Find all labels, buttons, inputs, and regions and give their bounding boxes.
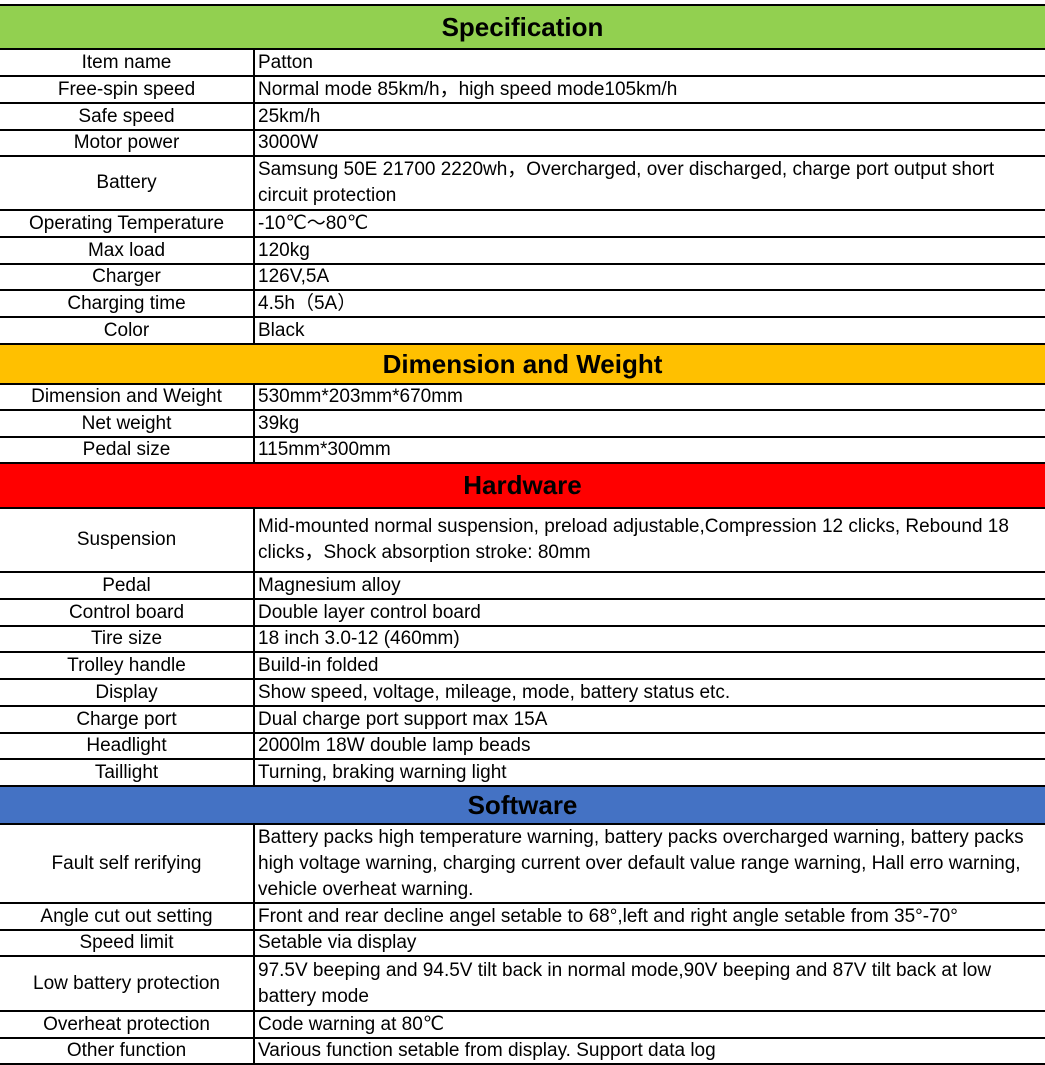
row-value: Setable via display (258, 932, 417, 953)
row-value: 97.5V beeping and 94.5V tilt back in nor… (258, 959, 992, 1007)
section-header-software: Software (0, 787, 1045, 825)
row-label-charging-time: Charging time (0, 291, 255, 316)
section-header-specification: Specification (0, 6, 1045, 50)
table-row: Tire size 18 inch 3.0-12 (460mm) (0, 627, 1045, 653)
row-value: Front and rear decline angel setable to … (258, 905, 958, 927)
row-label-overheat-protection: Overheat protection (0, 1012, 255, 1037)
table-row: Overheat protection Code warning at 80℃ (0, 1012, 1045, 1039)
row-value: Black (258, 319, 305, 341)
row-value: Turning, braking warning light (258, 761, 507, 783)
row-value: 25km/h (258, 105, 321, 127)
table-row: Safe speed 25km/h (0, 104, 1045, 131)
table-row: Taillight Turning, braking warning light (0, 760, 1045, 787)
row-value: 18 inch 3.0-12 (460mm) (258, 628, 460, 649)
row-label-taillight: Taillight (0, 760, 255, 785)
row-value: Code warning at 80℃ (258, 1013, 445, 1035)
table-row: Other function Various function setable f… (0, 1039, 1045, 1065)
row-value: 3000W (258, 132, 319, 153)
table-row: Pedal size 115mm*300mm (0, 438, 1045, 464)
row-value: Various function setable from display. S… (258, 1040, 716, 1061)
row-value: 120kg (258, 239, 310, 261)
row-label-fault-self-rerifying: Fault self rerifying (0, 825, 255, 902)
row-value: Normal mode 85km/h，high speed mode105km/… (258, 78, 678, 100)
row-label-display: Display (0, 680, 255, 705)
row-label-max-load: Max load (0, 238, 255, 263)
row-value: Patton (258, 51, 313, 73)
row-label-charger: Charger (0, 265, 255, 289)
row-value: 115mm*300mm (258, 439, 391, 460)
table-row: Low battery protection 97.5V beeping and … (0, 957, 1045, 1012)
row-label-control-board: Control board (0, 600, 255, 625)
row-value: Build-in folded (258, 654, 379, 676)
row-value: Double layer control board (258, 601, 481, 623)
table-row: Charging time 4.5h（5A） (0, 291, 1045, 318)
row-value: Show speed, voltage, mileage, mode, batt… (258, 681, 731, 703)
row-label-operating-temperature: Operating Temperature (0, 211, 255, 236)
table-row: Trolley handle Build-in folded (0, 653, 1045, 680)
row-value: 126V,5A (258, 266, 330, 287)
table-row: Headlight 2000lm 18W double lamp beads (0, 734, 1045, 760)
row-label-color: Color (0, 318, 255, 343)
table-row: Display Show speed, voltage, mileage, mod… (0, 680, 1045, 707)
row-label-other-function: Other function (0, 1039, 255, 1063)
row-label-low-battery-protection: Low battery protection (0, 957, 255, 1010)
table-row: Suspension Mid-mounted normal suspension,… (0, 509, 1045, 573)
table-row: Angle cut out setting Front and rear decl… (0, 904, 1045, 931)
table-row: Operating Temperature -10℃～80℃ (0, 211, 1045, 238)
table-row: Max load 120kg (0, 238, 1045, 265)
row-value: 4.5h（5A） (258, 292, 357, 314)
table-row: Battery Samsung 50E 21700 2220wh，Overchar… (0, 157, 1045, 211)
row-value: 530mm*203mm*670mm (258, 386, 463, 407)
table-row: Net weight 39kg (0, 411, 1045, 438)
row-value: Mid-mounted normal suspension, preload a… (258, 516, 1009, 563)
section-header-dimension-and-weight: Dimension and Weight (0, 345, 1045, 385)
row-label-safe-speed: Safe speed (0, 104, 255, 129)
table-row: Charger 126V,5A (0, 265, 1045, 291)
table-row: Motor power 3000W (0, 131, 1045, 157)
table-row: Item name Patton (0, 50, 1045, 77)
table-row: Fault self rerifying Battery packs high t… (0, 825, 1045, 904)
row-value: Battery packs high temperature warning, … (258, 826, 1024, 900)
row-label-item-name: Item name (0, 50, 255, 75)
table-row: Free-spin speed Normal mode 85km/h，high s… (0, 77, 1045, 104)
row-label-suspension: Suspension (0, 509, 255, 571)
table-row: Pedal Magnesium alloy (0, 573, 1045, 600)
row-label-battery: Battery (0, 157, 255, 209)
row-label-angle-cut-out-setting: Angle cut out setting (0, 904, 255, 929)
table-row: Dimension and Weight 530mm*203mm*670mm (0, 385, 1045, 411)
row-label-tire-size: Tire size (0, 627, 255, 651)
row-label-pedal: Pedal (0, 573, 255, 598)
table-row: Speed limit Setable via display (0, 931, 1045, 957)
table-row: Color Black (0, 318, 1045, 345)
row-label-motor-power: Motor power (0, 131, 255, 155)
row-value: -10℃～80℃ (258, 212, 369, 234)
row-label-dimension-and-weight: Dimension and Weight (0, 385, 255, 409)
row-value: Samsung 50E 21700 2220wh，Overcharged, ov… (258, 159, 995, 206)
row-label-trolley-handle: Trolley handle (0, 653, 255, 678)
row-value: Dual charge port support max 15A (258, 708, 548, 730)
row-label-net-weight: Net weight (0, 411, 255, 436)
section-header-hardware: Hardware (0, 464, 1045, 509)
row-value: 2000lm 18W double lamp beads (258, 735, 531, 756)
spec-sheet: Specification Item name Patton Free-spin sp… (0, 4, 1045, 1065)
row-value: 39kg (258, 412, 300, 434)
table-row: Charge port Dual charge port support max … (0, 707, 1045, 734)
row-value: Magnesium alloy (258, 574, 401, 596)
row-label-headlight: Headlight (0, 734, 255, 758)
table-row: Control board Double layer control board (0, 600, 1045, 627)
row-label-charge-port: Charge port (0, 707, 255, 732)
row-label-pedal-size: Pedal size (0, 438, 255, 462)
row-label-free-spin-speed: Free-spin speed (0, 77, 255, 102)
row-label-speed-limit: Speed limit (0, 931, 255, 955)
